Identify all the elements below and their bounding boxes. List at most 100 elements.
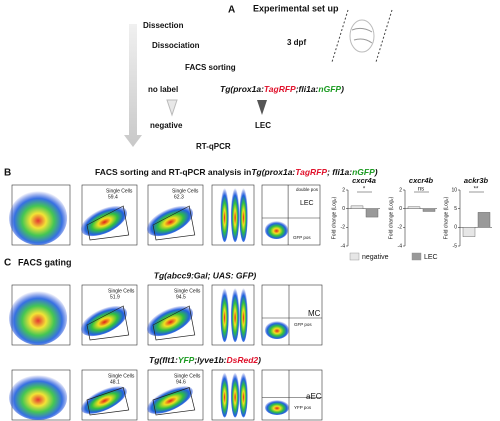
density <box>239 188 248 242</box>
label: GFP pos <box>294 322 312 327</box>
label: 0 <box>399 206 402 212</box>
label: Single Cells <box>174 373 201 379</box>
label: -4 <box>398 243 403 249</box>
label: ns <box>418 187 424 193</box>
panel-title: FACS sorting and RT-qPCR analysis inTg(p… <box>95 167 378 177</box>
density <box>147 305 193 337</box>
panel-title: FACS gating <box>18 257 72 267</box>
label: Fold change (Log₂) <box>388 196 394 239</box>
density <box>81 386 127 414</box>
density <box>147 386 193 414</box>
bar <box>422 208 436 212</box>
label: GFP pos <box>293 235 311 240</box>
panel-label: C <box>4 258 11 269</box>
genotype: Tg(abcc9:Gal; UAS: GFP) <box>154 270 257 280</box>
control: no label <box>148 85 178 94</box>
density <box>9 375 68 420</box>
label: Single Cells <box>174 288 201 294</box>
step: Dissection <box>143 21 184 30</box>
label: YFP pos <box>294 405 312 410</box>
genotype: Tg(flt1:YFP;lyve1b:DsRed2) <box>149 355 261 365</box>
label: cxcr4a <box>352 176 376 185</box>
label: LEC <box>300 200 314 207</box>
label: 59.4 <box>108 194 118 200</box>
workflow-arrow <box>124 24 142 147</box>
age: 3 dpf <box>287 38 306 47</box>
tube <box>166 99 178 117</box>
output: LEC <box>255 121 271 130</box>
density <box>264 221 289 239</box>
density <box>220 288 229 342</box>
legend-swatch <box>411 252 422 261</box>
label: 2 <box>342 187 345 193</box>
label: ackr3b <box>464 176 489 185</box>
label: -2 <box>341 225 346 231</box>
density <box>81 205 127 237</box>
label: 94.6 <box>176 379 186 385</box>
density <box>230 372 240 418</box>
step: RT-qPCR <box>196 142 231 151</box>
label: Single Cells <box>106 188 133 194</box>
label: 10 <box>451 187 457 193</box>
gate <box>152 205 196 241</box>
label: cxcr4b <box>409 176 434 185</box>
label: aEC <box>306 392 322 401</box>
density <box>239 372 248 418</box>
label: Single Cells <box>108 288 135 294</box>
label: -4 <box>341 243 346 249</box>
label: negative <box>362 254 389 261</box>
dish-illustration <box>331 9 393 63</box>
label: MC <box>308 309 321 318</box>
density <box>81 305 127 337</box>
bar-charts: cxcr4a -4 -2 0 2 * Fold change (Log₂) cxcr4b -4 -… <box>331 176 492 261</box>
label: ** <box>474 187 479 193</box>
bar <box>477 212 491 228</box>
tube <box>257 100 267 115</box>
density <box>265 400 289 415</box>
legend-swatch <box>349 252 360 261</box>
bar <box>407 206 421 209</box>
label: -5 <box>453 243 458 249</box>
step: FACS sorting <box>185 63 236 72</box>
plot-frame <box>261 184 321 246</box>
label: Fold change (Log₂) <box>443 196 449 239</box>
label: 5 <box>454 206 457 212</box>
density <box>230 288 240 342</box>
density <box>265 321 289 339</box>
label: double pos <box>296 187 319 192</box>
label: Fold change (Log₂) <box>331 196 337 239</box>
label: Single Cells <box>172 188 199 194</box>
bar <box>462 227 476 237</box>
gate <box>86 305 130 341</box>
output: negative <box>150 121 183 130</box>
label: 48.1 <box>110 379 120 385</box>
label: 2 <box>399 187 402 193</box>
density <box>220 372 229 418</box>
density <box>239 288 248 342</box>
panel-label: A <box>228 5 235 16</box>
label: -2 <box>398 225 403 231</box>
label: LEC <box>424 254 438 261</box>
density <box>230 188 240 242</box>
panel-label: B <box>4 168 11 179</box>
label: Single Cells <box>108 373 135 379</box>
label: 62.3 <box>174 194 184 200</box>
gate <box>152 387 196 416</box>
label: 51.9 <box>110 294 120 300</box>
density <box>9 191 68 245</box>
panel-title: Experimental set up <box>253 3 339 13</box>
label: * <box>363 187 366 193</box>
label: 0 <box>454 225 457 231</box>
bar <box>365 208 379 218</box>
gate <box>86 205 130 241</box>
density <box>220 188 229 242</box>
label: 0 <box>342 206 345 212</box>
step: Dissociation <box>152 41 200 50</box>
gate <box>86 387 130 416</box>
label: 94.5 <box>176 294 186 300</box>
genotype: Tg(prox1a:TagRFP;fli1a:nGFP) <box>220 84 344 94</box>
bar <box>350 205 364 209</box>
gate <box>152 305 196 341</box>
